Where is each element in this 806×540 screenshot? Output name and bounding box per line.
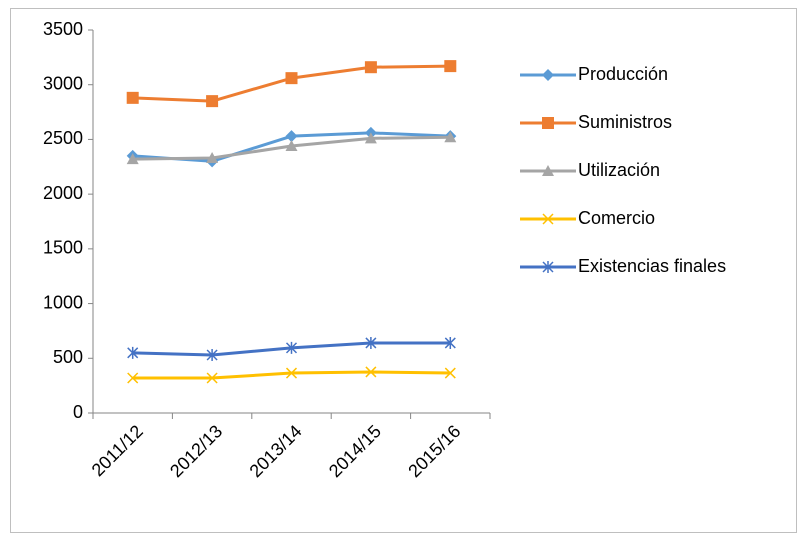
marker (285, 341, 298, 354)
marker (542, 117, 554, 129)
marker (542, 261, 554, 273)
marker (365, 366, 377, 378)
legend-item: Utilización (520, 160, 660, 180)
marker (542, 165, 554, 176)
series (127, 336, 456, 362)
series (126, 131, 457, 165)
marker (206, 372, 218, 384)
marker (542, 69, 554, 81)
marker (285, 139, 298, 151)
y-tick-label: 500 (53, 347, 83, 367)
marker (444, 336, 456, 349)
y-tick-label: 2500 (43, 128, 83, 148)
legend-label: Comercio (578, 208, 655, 228)
legend-label: Producción (578, 64, 668, 84)
marker (126, 153, 139, 165)
chart-border (10, 8, 797, 533)
marker (206, 152, 219, 164)
series (126, 60, 457, 108)
marker (365, 336, 377, 349)
y-tick-label: 0 (73, 402, 83, 422)
legend-item: Producción (520, 64, 668, 84)
y-tick-label: 2000 (43, 183, 83, 203)
marker (206, 349, 218, 362)
legend-item: Suministros (520, 112, 672, 132)
legend-item: Existencias finales (520, 256, 726, 276)
marker (444, 367, 456, 379)
marker (285, 72, 298, 85)
marker (364, 132, 377, 144)
marker (285, 367, 298, 379)
legend-label: Utilización (578, 160, 660, 180)
marker (127, 346, 139, 359)
y-tick-label: 1500 (43, 238, 83, 258)
marker (542, 213, 554, 225)
marker (364, 61, 377, 74)
marker (285, 130, 298, 143)
y-tick-label: 3000 (43, 73, 83, 93)
marker (444, 131, 457, 143)
y-tick-label: 1000 (43, 292, 83, 312)
marker (127, 372, 139, 384)
y-tick-label: 3500 (43, 19, 83, 39)
legend-item: Comercio (520, 208, 655, 228)
series (127, 366, 456, 384)
marker (126, 91, 139, 104)
legend-label: Existencias finales (578, 256, 726, 276)
legend-label: Suministros (578, 112, 672, 132)
marker (444, 60, 457, 73)
marker (206, 95, 219, 108)
